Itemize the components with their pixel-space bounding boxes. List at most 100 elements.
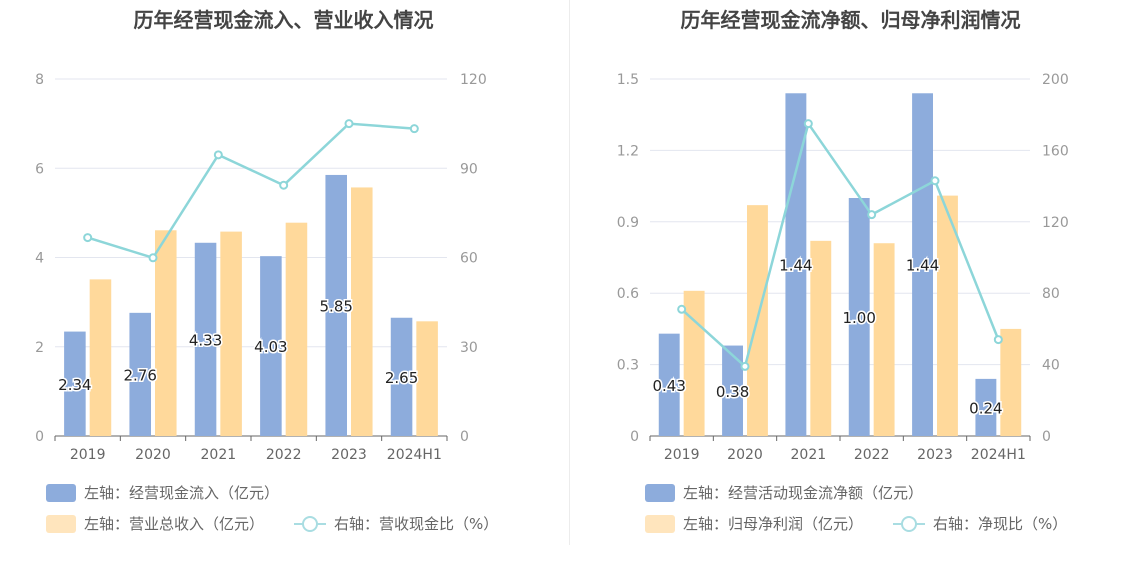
left-axis-tick-label: 0 [630, 429, 639, 445]
legend-label: 右轴：营收现金比（%） [334, 515, 499, 533]
legend-item[interactable]: 左轴：经营现金流入（亿元） [46, 482, 279, 503]
right-axis-tick-label: 60 [460, 251, 478, 267]
x-axis-tick-label: 2024H1 [971, 447, 1026, 463]
bar [785, 93, 807, 436]
bar [129, 312, 151, 436]
right-axis-tick-label: 120 [460, 72, 487, 88]
right-axis-tick-label: 200 [1042, 72, 1069, 88]
bar [975, 378, 997, 436]
bar [260, 256, 282, 436]
line-series [680, 120, 1000, 369]
data-label: 0.38 [716, 383, 749, 401]
right-axis-tick-label: 80 [1042, 286, 1060, 302]
line-point [993, 335, 1003, 345]
data-label: 0.24 [969, 399, 1002, 417]
data-label: 0.43 [653, 377, 686, 395]
legend-swatch [46, 514, 76, 533]
data-label: 2.34 [58, 376, 91, 394]
x-axis-tick-label: 2022 [854, 447, 890, 463]
x-axis-tick-label: 2021 [791, 447, 827, 463]
x-axis-tick-label: 2022 [266, 447, 302, 463]
legend-label: 右轴：净现比（%） [933, 515, 1068, 533]
legend-label: 左轴：经营现金流入（亿元） [84, 484, 280, 502]
data-label: 4.33 [189, 331, 222, 349]
x-axis-tick-label: 2020 [135, 447, 171, 463]
bar [722, 345, 743, 436]
bar [416, 321, 438, 436]
legend-label: 左轴：营业总收入（亿元） [84, 515, 265, 533]
line-point [213, 150, 223, 160]
bar [873, 243, 895, 436]
right-axis-tick-label: 160 [1042, 143, 1069, 159]
line-point [409, 124, 419, 134]
chart-title: 历年经营现金流净额、归母净利润情况 [680, 8, 1021, 32]
left-axis-tick-label: 6 [35, 161, 44, 177]
legend-label: 左轴：经营活动现金流净额（亿元） [683, 484, 924, 502]
bar [810, 240, 832, 436]
bar [194, 242, 217, 436]
legend-item[interactable]: 左轴：经营活动现金流净额（亿元） [645, 482, 923, 503]
legend-item[interactable]: 右轴：净现比（%） [893, 513, 1067, 534]
right-axis-tick-label: 0 [1042, 429, 1051, 445]
legend-item[interactable]: 左轴：营业总收入（亿元） [46, 513, 264, 534]
bar [285, 222, 308, 436]
bar [64, 331, 86, 436]
bar [351, 187, 373, 436]
line-series [87, 122, 415, 260]
legend-line-icon [294, 515, 326, 533]
bar [390, 317, 413, 436]
line-point [740, 361, 750, 371]
line-point [867, 210, 877, 220]
panel-divider [569, 0, 570, 545]
left-chart-panel: 历年经营现金流入、营业收入情况 0 2 4 6 8 0 30 60 90 120 2019 2020 2… [35, 8, 498, 534]
left-axis-tick-label: 8 [35, 72, 44, 88]
left-axis-tick-label: 2 [35, 340, 44, 356]
bar [220, 231, 242, 436]
bar [683, 290, 705, 436]
data-label: 4.03 [254, 338, 287, 356]
line-point [148, 253, 158, 263]
legend-swatch [46, 483, 76, 502]
right-axis-tick-label: 40 [1042, 358, 1060, 374]
data-label: 1.00 [843, 309, 876, 327]
legend-item[interactable]: 右轴：营收现金比（%） [294, 513, 498, 534]
line-point [930, 176, 940, 186]
x-axis-tick-label: 2019 [70, 447, 106, 463]
x-axis-tick-label: 2020 [727, 447, 763, 463]
left-axis-tick-label: 1.2 [617, 143, 639, 159]
data-label: 1.44 [779, 257, 812, 275]
bar [325, 174, 347, 436]
right-axis-tick-label: 120 [1042, 215, 1069, 231]
net-cashflow-profit-chart: 0 0.3 0.6 0.9 1.2 1.5 0 40 80 120 160 200 2019 2020 20… [617, 72, 1069, 463]
left-axis-tick-label: 1.5 [617, 72, 639, 88]
data-label: 2.65 [385, 369, 418, 387]
cash-inflow-revenue-chart: 0 2 4 6 8 0 30 60 90 120 2019 2020 2021 2022 2023 2024H… [35, 72, 487, 463]
line-point [344, 119, 354, 129]
x-axis-tick-label: 2019 [664, 447, 700, 463]
x-axis-tick-label: 2023 [331, 447, 367, 463]
legend-label: 左轴：归母净利润（亿元） [683, 515, 864, 533]
legend-swatch [645, 514, 675, 533]
line-point [279, 180, 289, 190]
legend-item[interactable]: 左轴：归母净利润（亿元） [645, 513, 863, 534]
right-axis-tick-label: 90 [460, 161, 478, 177]
right-axis-tick-label: 30 [460, 340, 478, 356]
data-label: 2.76 [124, 366, 157, 384]
left-axis-tick-label: 0 [35, 429, 44, 445]
bar [1000, 328, 1022, 436]
bar [89, 279, 112, 436]
bar [658, 333, 680, 436]
right-axis-tick-label: 0 [460, 429, 469, 445]
x-axis-tick-label: 2023 [917, 447, 953, 463]
legend-line-icon [893, 515, 925, 533]
left-axis-tick-label: 0.9 [617, 215, 639, 231]
left-axis-tick-label: 4 [35, 251, 44, 267]
right-chart-panel: 历年经营现金流净额、归母净利润情况 0 0.3 0.6 0.9 1.2 1.5 0 40 80 1… [567, 0, 1134, 582]
data-label: 1.44 [906, 257, 939, 275]
x-axis-tick-label: 2024H1 [387, 447, 442, 463]
line-point [83, 233, 93, 243]
x-axis-tick-label: 2021 [201, 447, 237, 463]
legend-swatch [645, 483, 675, 502]
left-axis-tick-label: 0.3 [617, 358, 639, 374]
bar [937, 195, 958, 436]
